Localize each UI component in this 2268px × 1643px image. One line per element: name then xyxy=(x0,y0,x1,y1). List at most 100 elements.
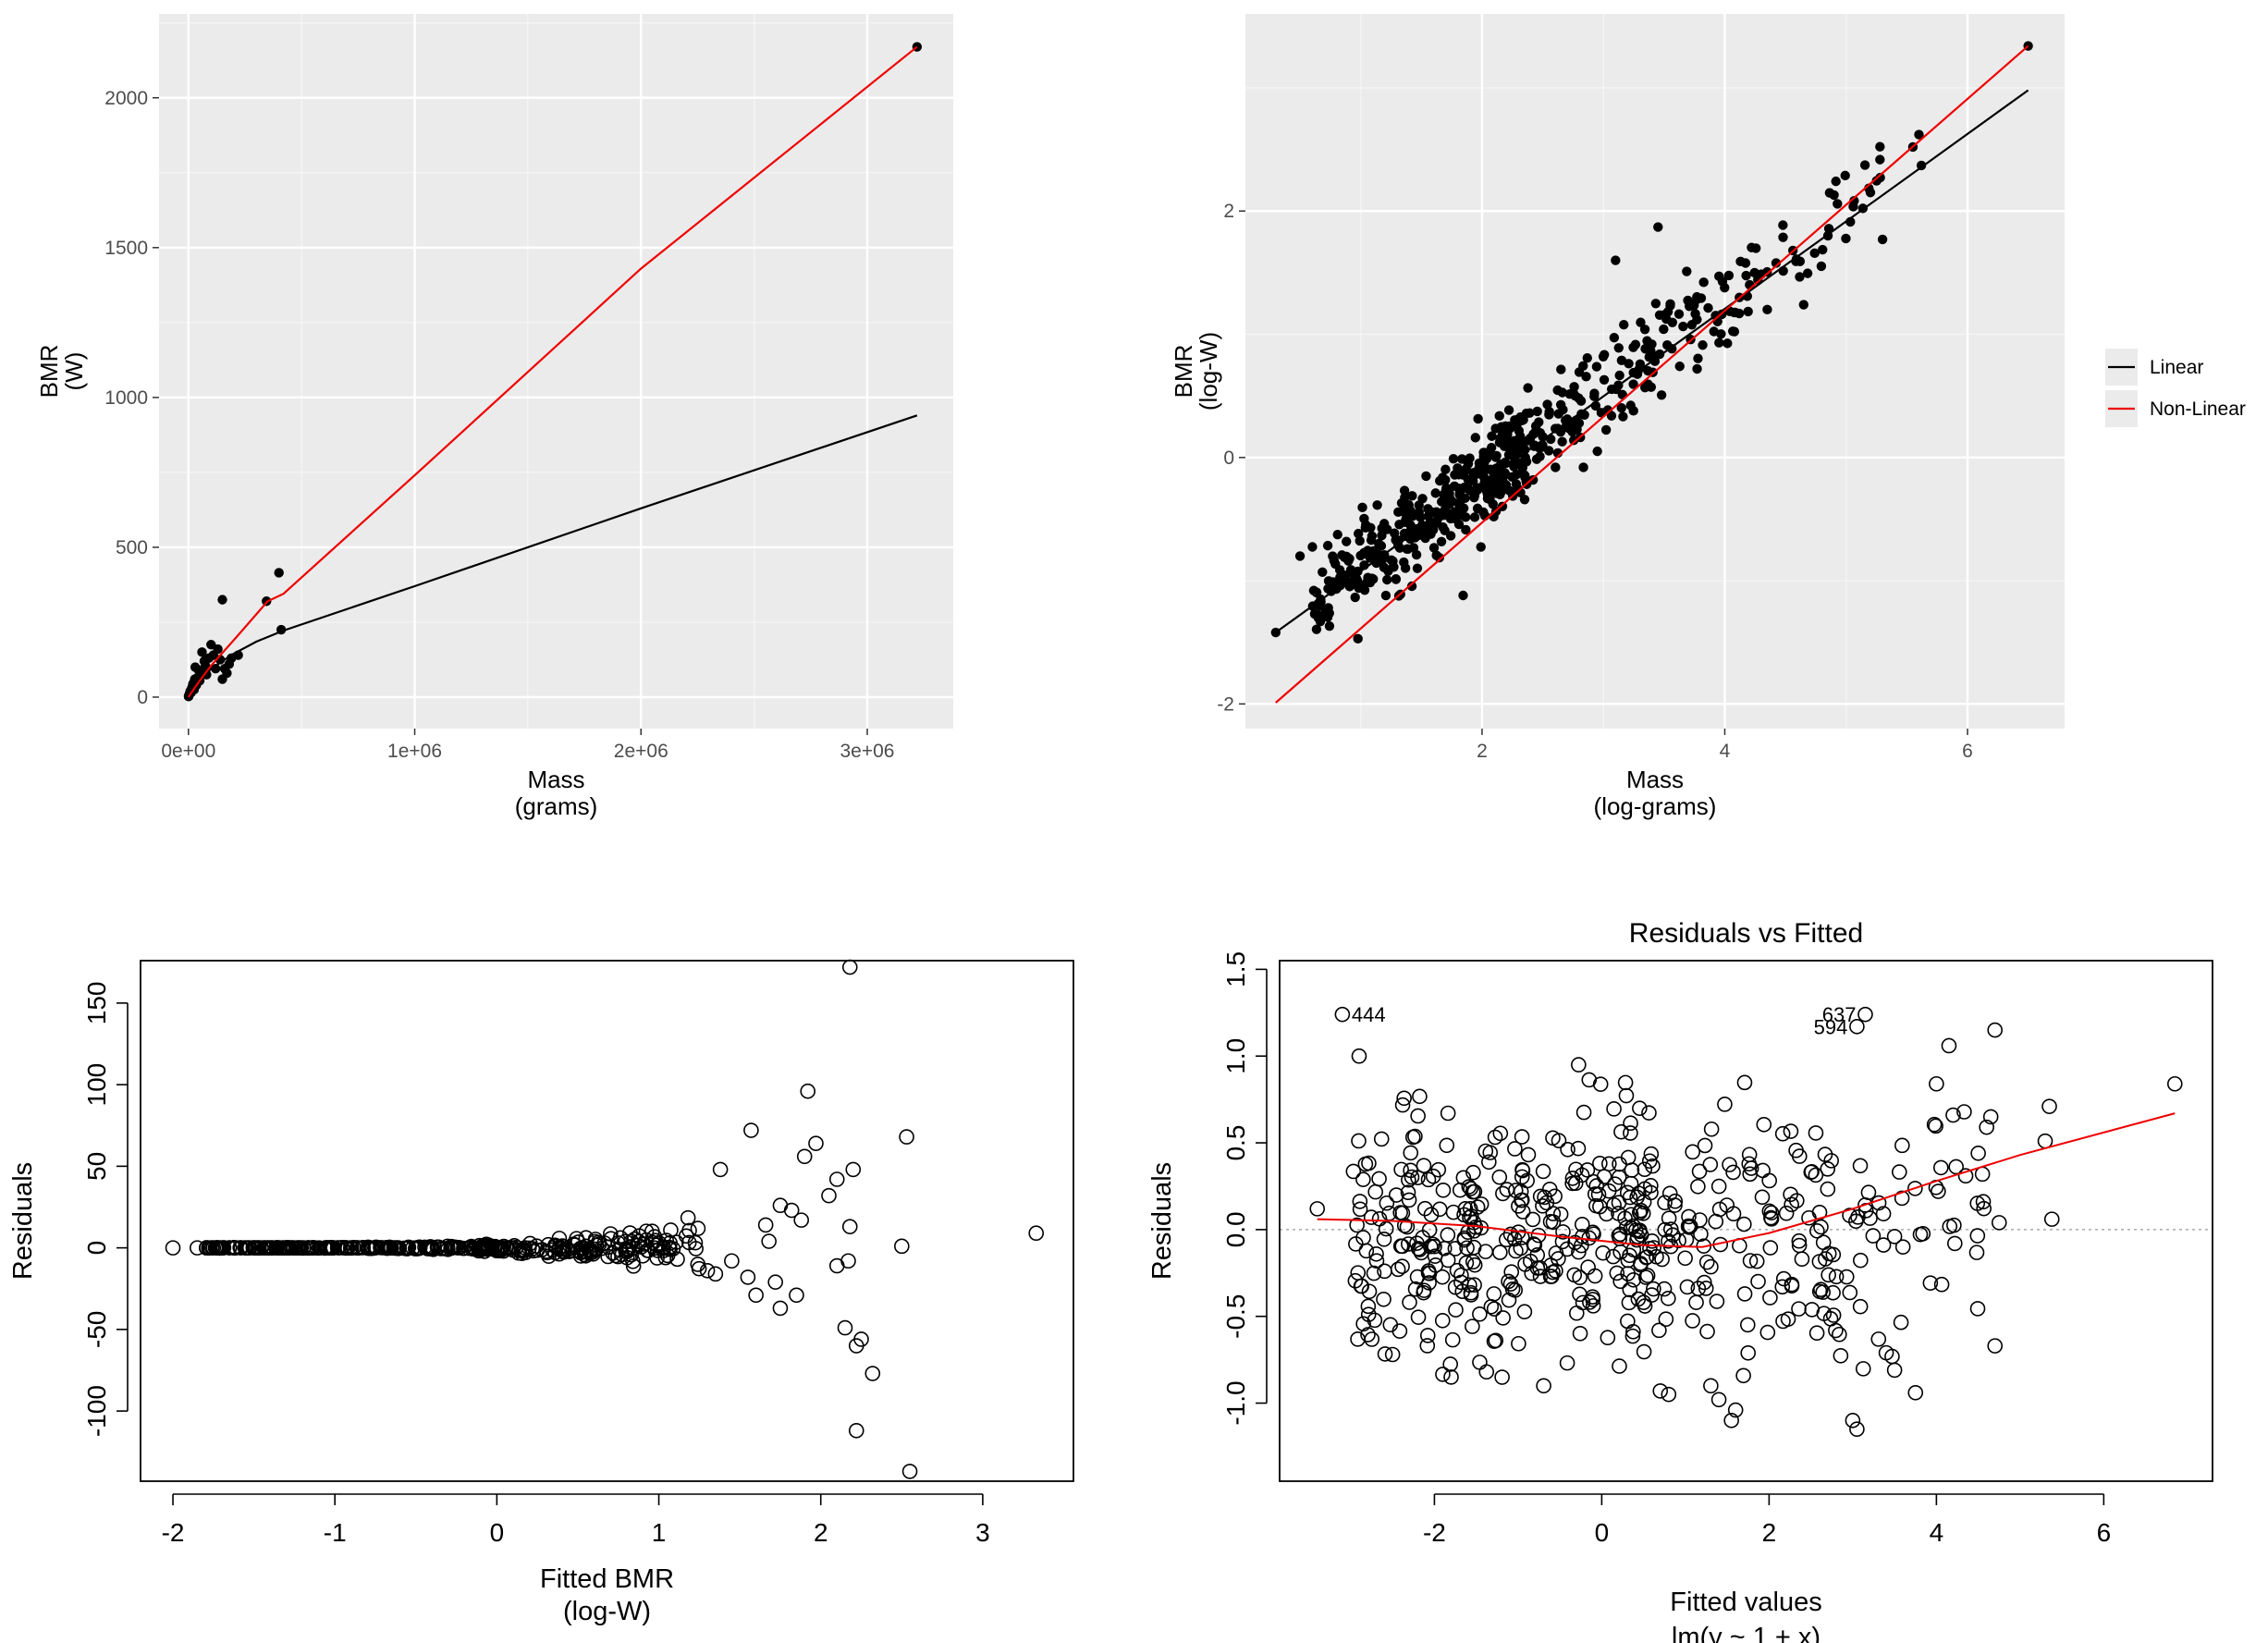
data-point xyxy=(1472,1306,1488,1322)
data-point xyxy=(1572,1286,1588,1303)
data-point xyxy=(1374,538,1384,549)
data-point xyxy=(1587,1268,1603,1284)
data-point xyxy=(1894,1239,1911,1255)
data-point xyxy=(1402,1294,1417,1310)
data-point xyxy=(1487,431,1497,441)
data-point xyxy=(1532,1269,1549,1284)
data-point xyxy=(840,1253,856,1269)
data-point xyxy=(1632,1100,1648,1116)
data-point xyxy=(1324,620,1335,631)
data-point xyxy=(1521,457,1532,467)
data-point xyxy=(1969,1301,1986,1317)
data-point xyxy=(1403,1145,1419,1161)
data-point xyxy=(1322,540,1333,551)
data-point xyxy=(1523,383,1533,393)
data-point xyxy=(1975,1194,1992,1210)
data-point xyxy=(808,1135,824,1151)
data-point xyxy=(1419,1328,1436,1343)
data-point xyxy=(1355,1316,1371,1332)
data-point xyxy=(1623,1125,1638,1141)
data-point xyxy=(1987,1338,2004,1354)
data-point xyxy=(1645,1158,1661,1174)
data-point xyxy=(1620,1266,1636,1281)
data-point xyxy=(1677,1250,1693,1267)
data-point xyxy=(1578,462,1588,472)
data-point xyxy=(206,640,216,650)
data-point xyxy=(1530,427,1540,437)
data-point xyxy=(1524,1265,1540,1281)
data-point xyxy=(239,1240,254,1256)
data-point xyxy=(1762,1240,1779,1256)
major-gridlines xyxy=(1245,14,2065,729)
data-point xyxy=(1643,1146,1660,1162)
data-point xyxy=(1682,266,1692,276)
data-point xyxy=(1535,1163,1551,1180)
data-point xyxy=(1748,1253,1765,1269)
data-point xyxy=(1572,424,1582,435)
data-point xyxy=(1550,423,1561,434)
data-point xyxy=(1571,1057,1587,1073)
y-tick-label: -0.5 xyxy=(1221,1294,1250,1339)
data-point xyxy=(1698,277,1709,288)
data-point xyxy=(193,665,204,675)
data-point xyxy=(1332,530,1342,540)
data-point xyxy=(1434,1269,1451,1285)
data-point xyxy=(1421,1275,1437,1291)
data-point xyxy=(2166,1075,2183,1092)
x-tick-label: 2 xyxy=(1762,1518,1777,1547)
data-point xyxy=(1401,513,1411,524)
data-point xyxy=(1818,244,1828,255)
data-point xyxy=(1778,232,1788,242)
data-point xyxy=(1956,1104,1972,1120)
data-point xyxy=(217,595,227,605)
data-point xyxy=(1441,483,1452,494)
data-point xyxy=(1740,1344,1757,1361)
data-point xyxy=(1646,1281,1661,1297)
data-point xyxy=(1355,1230,1371,1245)
data-point xyxy=(1407,1128,1423,1145)
data-point xyxy=(1667,1193,1684,1209)
data-point xyxy=(1636,1343,1652,1360)
y-axis-label: BMR xyxy=(1170,345,1197,398)
data-point xyxy=(724,1253,740,1269)
data-point xyxy=(1653,222,1663,232)
data-point xyxy=(514,1245,530,1261)
data-point xyxy=(1784,1276,1800,1293)
data-point xyxy=(1702,1157,1719,1172)
data-point xyxy=(1620,1313,1636,1330)
data-point xyxy=(1363,1209,1379,1225)
data-point xyxy=(1525,1211,1541,1228)
data-point xyxy=(1933,1276,1950,1293)
data-point xyxy=(1490,423,1501,434)
data-point xyxy=(1503,1264,1520,1280)
data-point xyxy=(1974,1166,1991,1183)
y-tick-label: -100 xyxy=(82,1385,111,1437)
data-point xyxy=(1692,363,1702,374)
data-point xyxy=(1849,1019,1865,1035)
data-point xyxy=(1641,1105,1657,1121)
data-point xyxy=(1628,406,1638,416)
data-point xyxy=(1606,1101,1622,1117)
data-point xyxy=(1788,1142,1804,1159)
data-point xyxy=(1435,1182,1452,1198)
data-point xyxy=(1740,258,1751,268)
data-point xyxy=(1366,522,1376,533)
data-point xyxy=(1353,633,1363,644)
data-point xyxy=(1382,574,1392,585)
major-gridlines xyxy=(159,14,953,729)
data-point xyxy=(1377,523,1387,533)
data-point xyxy=(1820,1161,1836,1177)
data-point xyxy=(1613,343,1624,353)
data-point xyxy=(1637,1161,1653,1178)
data-point xyxy=(793,1212,810,1228)
data-point xyxy=(1516,1304,1533,1320)
plot-frame xyxy=(1279,960,2213,1482)
data-point xyxy=(1502,1226,1519,1243)
data-point xyxy=(1511,479,1522,489)
data-point xyxy=(1650,299,1661,309)
data-point xyxy=(1466,1257,1483,1273)
data-point xyxy=(1747,242,1757,252)
data-point xyxy=(1875,1237,1892,1253)
x-axis-label: (log-W) xyxy=(563,1597,651,1626)
data-point xyxy=(1623,1207,1639,1223)
